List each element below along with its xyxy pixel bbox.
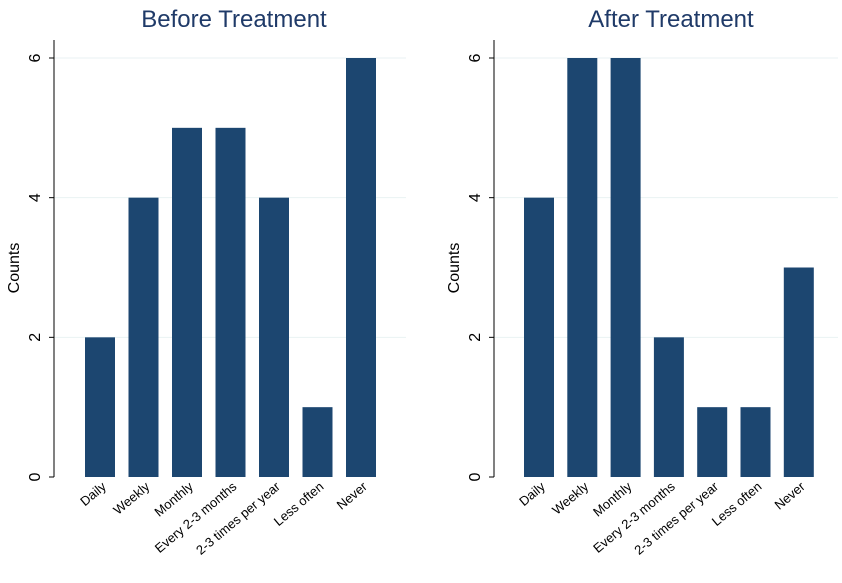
bar-weekly — [567, 58, 598, 477]
x-tick-label: Daily — [516, 478, 548, 508]
x-tick-label: Weekly — [549, 478, 591, 517]
chart-panel-before: Before Treatment Counts 0 2 4 6 Daily Weekly… — [6, 6, 406, 558]
y-tick-label: 4 — [467, 193, 484, 202]
y-tick-label: 0 — [467, 472, 484, 481]
panel-title: Before Treatment — [141, 6, 327, 33]
bar-weekly — [128, 197, 159, 477]
bar-2-3-times-per-year — [697, 407, 728, 477]
y-tick-labels: 0 2 4 6 — [467, 53, 484, 481]
bar-every-2-3-months — [653, 337, 684, 477]
x-tick-label: Daily — [77, 478, 109, 508]
x-tick-label: Never — [772, 478, 809, 512]
y-tick-label: 2 — [27, 333, 44, 342]
y-axis — [489, 40, 495, 478]
y-tick-label: 6 — [467, 53, 484, 62]
bar-every-2-3-months — [215, 127, 246, 477]
y-tick-label: 0 — [27, 472, 44, 481]
bars — [85, 58, 376, 477]
y-tick-label: 6 — [27, 53, 44, 62]
bar-monthly — [172, 127, 202, 477]
bar-daily — [85, 337, 115, 477]
x-tick-label: Weekly — [110, 478, 152, 517]
y-tick-label: 4 — [27, 193, 44, 202]
y-axis — [49, 40, 55, 478]
y-axis-title: Counts — [6, 243, 23, 294]
panel-title: After Treatment — [588, 6, 754, 33]
y-tick-labels: 0 2 4 6 — [27, 53, 44, 481]
x-tick-label: Never — [334, 478, 371, 512]
bar-never — [346, 58, 376, 477]
bar-monthly — [610, 58, 641, 477]
y-tick-label: 2 — [467, 333, 484, 342]
bar-never — [783, 267, 814, 477]
bars — [524, 58, 814, 477]
bar-less-often — [740, 407, 771, 477]
chart-panel-after: After Treatment Counts 0 2 4 6 Daily WeeklyM… — [446, 6, 838, 558]
bar-2-3-times-per-year — [259, 197, 289, 477]
bar-less-often — [302, 407, 333, 477]
y-axis-title: Counts — [446, 243, 463, 294]
bar-daily — [524, 197, 554, 477]
